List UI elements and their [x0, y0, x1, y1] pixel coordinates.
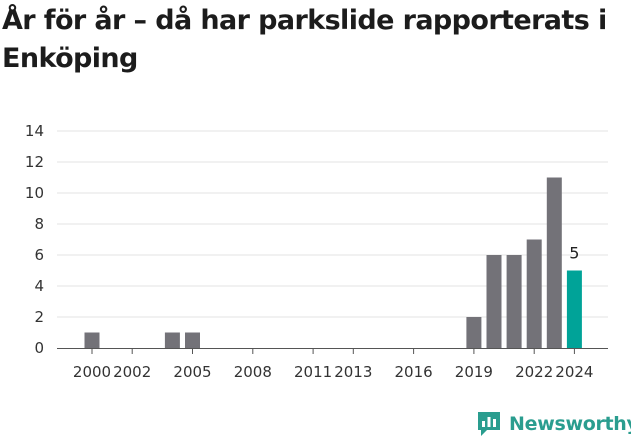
y-tick-label: 6	[34, 246, 44, 264]
y-axis-ticks: 0 2 4 6 8 10 12 14	[25, 122, 44, 357]
y-tick-label: 14	[25, 122, 44, 140]
x-tick-label: 2002	[113, 363, 151, 381]
x-tick-label: 2022	[515, 363, 553, 381]
bar-chart: 0 2 4 6 8 10 12 14 2000 2002 2005 2008 2011 2013 2016…	[25, 122, 608, 381]
bar-2004	[164, 332, 180, 348]
y-tick-label: 8	[34, 215, 44, 233]
data-labels: 5	[569, 244, 579, 263]
x-tick-label: 2019	[455, 363, 493, 381]
chart-title: År för år – då har parkslide rapporterat…	[2, 5, 607, 74]
x-tick-label: 2024	[555, 363, 593, 381]
x-tick-label: 2005	[173, 363, 211, 381]
brand-logo: Newsworthy	[476, 408, 631, 440]
bar-2023	[546, 177, 562, 348]
y-tick-label: 2	[34, 308, 44, 326]
bar-2024	[566, 270, 582, 348]
brand-name: Newsworthy	[509, 413, 631, 435]
bars	[84, 177, 582, 348]
x-axis-ticks: 2000 2002 2005 2008 2011 2013 2016 2019 2022 2024	[73, 348, 593, 381]
bar-2000	[84, 332, 100, 348]
y-tick-label: 10	[25, 184, 44, 202]
y-tick-label: 12	[25, 153, 44, 171]
x-tick-label: 2000	[73, 363, 111, 381]
bar-2022	[526, 239, 542, 348]
y-tick-label: 4	[34, 277, 44, 295]
bar-2020	[486, 255, 502, 348]
newsworthy-logo-icon	[478, 412, 500, 436]
gridlines	[57, 130, 608, 318]
bar-2005	[185, 332, 200, 348]
bar-2021	[506, 255, 522, 348]
x-tick-label: 2016	[395, 363, 433, 381]
x-tick-label: 2013	[334, 363, 372, 381]
x-tick-label: 2011	[294, 363, 332, 381]
x-tick-label: 2008	[234, 363, 272, 381]
data-label: 5	[569, 244, 579, 263]
y-tick-label: 0	[34, 339, 44, 357]
bar-2019	[466, 317, 482, 348]
